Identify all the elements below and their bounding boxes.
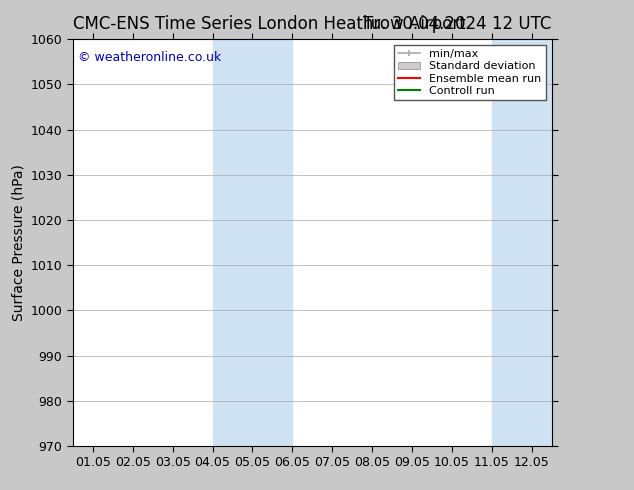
Bar: [212, 39, 292, 446]
Text: © weatheronline.co.uk: © weatheronline.co.uk: [78, 51, 221, 64]
Bar: [492, 39, 552, 446]
Legend: min/max, Standard deviation, Ensemble mean run, Controll run: min/max, Standard deviation, Ensemble me…: [394, 45, 546, 100]
Text: CMC-ENS Time Series London Heathrow Airport: CMC-ENS Time Series London Heathrow Airp…: [73, 15, 465, 33]
Y-axis label: Surface Pressure (hPa): Surface Pressure (hPa): [11, 164, 25, 321]
Text: Tu. 30.04.2024 12 UTC: Tu. 30.04.2024 12 UTC: [363, 15, 552, 33]
